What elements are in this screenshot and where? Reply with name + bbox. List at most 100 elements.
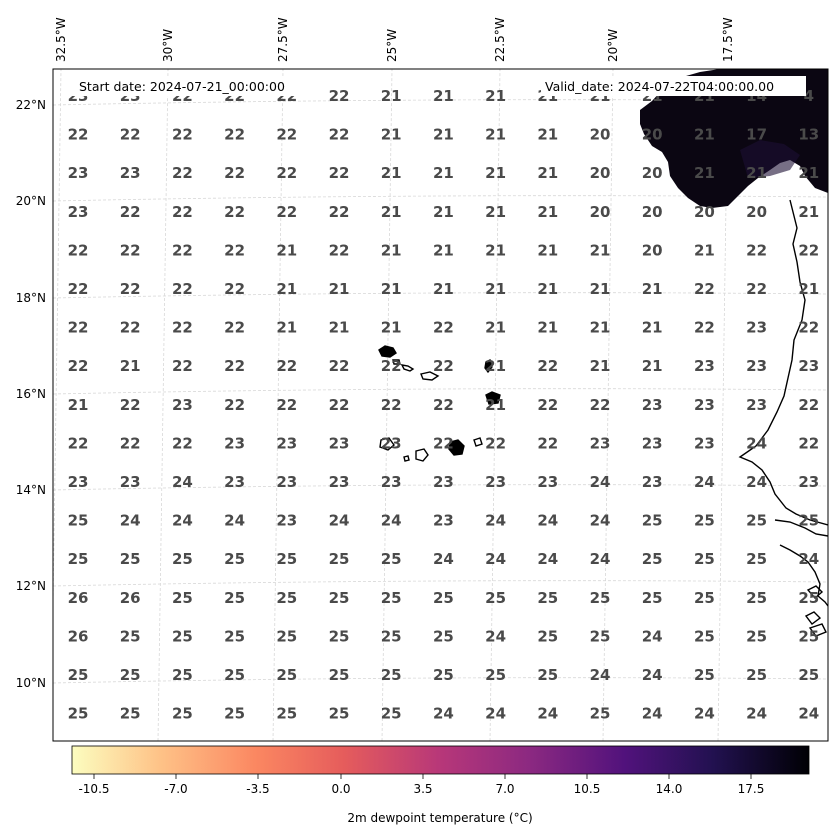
dewpoint-value: 21 xyxy=(485,280,506,298)
dewpoint-value: 22 xyxy=(276,357,297,375)
colorbar-tick-label: -7.0 xyxy=(164,782,187,796)
dewpoint-value: 20 xyxy=(694,203,715,221)
dewpoint-value: 22 xyxy=(172,126,193,144)
dewpoint-value: 25 xyxy=(694,550,715,568)
dewpoint-value: 25 xyxy=(172,589,193,607)
dewpoint-value: 25 xyxy=(224,705,245,723)
dewpoint-value: 22 xyxy=(120,319,141,337)
dewpoint-value: 25 xyxy=(642,550,663,568)
dewpoint-value: 21 xyxy=(642,319,663,337)
latitude-label: 16°N xyxy=(16,387,46,401)
dewpoint-value: 22 xyxy=(746,241,767,259)
longitude-labels: 32.5°W 30°W 27.5°W 25°W 22.5°W 20°W 17.5°W xyxy=(54,17,735,62)
dewpoint-value: 22 xyxy=(798,319,819,337)
dewpoint-value: 21 xyxy=(485,396,506,414)
latitude-label: 18°N xyxy=(16,291,46,305)
dewpoint-value: 22 xyxy=(381,357,402,375)
dewpoint-value: 21 xyxy=(485,203,506,221)
dewpoint-value: 25 xyxy=(642,589,663,607)
dewpoint-value: 25 xyxy=(694,512,715,530)
dewpoint-value: 25 xyxy=(276,550,297,568)
dewpoint-value: 25 xyxy=(68,550,89,568)
dewpoint-value: 25 xyxy=(590,589,611,607)
dewpoint-value: 23 xyxy=(68,203,89,221)
cape-verde-sal xyxy=(484,358,493,374)
dewpoint-value: 25 xyxy=(381,666,402,684)
latitude-label: 10°N xyxy=(16,676,46,690)
dewpoint-value: 25 xyxy=(224,550,245,568)
colorbar-tick-label: 0.0 xyxy=(331,782,350,796)
dry-air-region xyxy=(640,69,828,208)
dewpoint-value: 25 xyxy=(172,550,193,568)
dewpoint-value: 22 xyxy=(590,396,611,414)
dewpoint-value: 24 xyxy=(694,473,715,491)
dewpoint-value: 22 xyxy=(68,280,89,298)
dewpoint-value: 23 xyxy=(329,473,350,491)
dewpoint-value: 25 xyxy=(746,550,767,568)
dewpoint-value: 21 xyxy=(381,241,402,259)
dewpoint-value: 21 xyxy=(381,126,402,144)
dewpoint-value: 22 xyxy=(68,241,89,259)
dewpoint-value: 22 xyxy=(276,203,297,221)
dewpoint-value: 21 xyxy=(329,280,350,298)
longitude-label: 22.5°W xyxy=(493,17,507,62)
dewpoint-value: 23 xyxy=(172,396,193,414)
longitude-label: 30°W xyxy=(161,29,175,62)
dewpoint-value: 21 xyxy=(120,357,141,375)
dewpoint-value: 22 xyxy=(68,319,89,337)
valid-date-box xyxy=(541,76,806,96)
coastline xyxy=(378,199,828,637)
dewpoint-value: 25 xyxy=(694,627,715,645)
dewpoint-value: 25 xyxy=(433,666,454,684)
dewpoint-value: 24 xyxy=(172,473,193,491)
dewpoint-value: 25 xyxy=(746,627,767,645)
dewpoint-value: 22 xyxy=(798,434,819,452)
colorbar-tick-label: -3.5 xyxy=(246,782,269,796)
latitude-labels: 22°N 20°N 18°N 16°N 14°N 12°N 10°N xyxy=(16,98,46,690)
dewpoint-value: 25 xyxy=(276,627,297,645)
dewpoint-value: 21 xyxy=(590,357,611,375)
dewpoint-value: 22 xyxy=(224,396,245,414)
dewpoint-value: 25 xyxy=(694,589,715,607)
colorbar-tick-label: -10.5 xyxy=(78,782,109,796)
dewpoint-value: 23 xyxy=(694,434,715,452)
dewpoint-value: 22 xyxy=(381,396,402,414)
dewpoint-value: 22 xyxy=(433,434,454,452)
coastline-islands xyxy=(804,585,827,637)
dewpoint-value: 13 xyxy=(798,126,819,144)
dewpoint-value: 22 xyxy=(68,126,89,144)
dewpoint-value: 24 xyxy=(381,512,402,530)
dewpoint-value: 22 xyxy=(537,357,558,375)
dewpoint-value: 22 xyxy=(694,280,715,298)
dry-air-core xyxy=(740,140,800,178)
dewpoint-value: 24 xyxy=(590,666,611,684)
colorbar-label: 2m dewpoint temperature (°C) xyxy=(347,811,532,825)
dewpoint-value: 25 xyxy=(642,512,663,530)
dewpoint-value: 23 xyxy=(798,473,819,491)
dewpoint-value: 22 xyxy=(329,87,350,105)
dewpoint-value: 25 xyxy=(746,512,767,530)
dewpoint-value: 22 xyxy=(798,396,819,414)
dewpoint-value: 24 xyxy=(642,705,663,723)
dewpoint-value: 22 xyxy=(224,164,245,182)
dewpoint-value: 23 xyxy=(381,473,402,491)
dewpoint-value: 24 xyxy=(590,550,611,568)
dewpoint-value: 24 xyxy=(537,705,558,723)
dewpoint-value: 23 xyxy=(120,473,141,491)
dewpoint-value: 23 xyxy=(694,396,715,414)
cape-verde-islet xyxy=(473,437,483,447)
dewpoint-value: 25 xyxy=(172,666,193,684)
parallel-line xyxy=(53,484,828,491)
dewpoint-value: 24 xyxy=(746,434,767,452)
dewpoint-value: 22 xyxy=(433,396,454,414)
dewpoint-value: 21 xyxy=(433,126,454,144)
dewpoint-value: 22 xyxy=(68,434,89,452)
parallel-line xyxy=(53,195,828,202)
dewpoint-value: 25 xyxy=(537,666,558,684)
dewpoint-value: 23 xyxy=(276,473,297,491)
dewpoint-value: 25 xyxy=(120,705,141,723)
dewpoint-value: 21 xyxy=(798,164,819,182)
dewpoint-value: 21 xyxy=(485,87,506,105)
dewpoint-value: 23 xyxy=(485,473,506,491)
dewpoint-value: 22 xyxy=(329,164,350,182)
